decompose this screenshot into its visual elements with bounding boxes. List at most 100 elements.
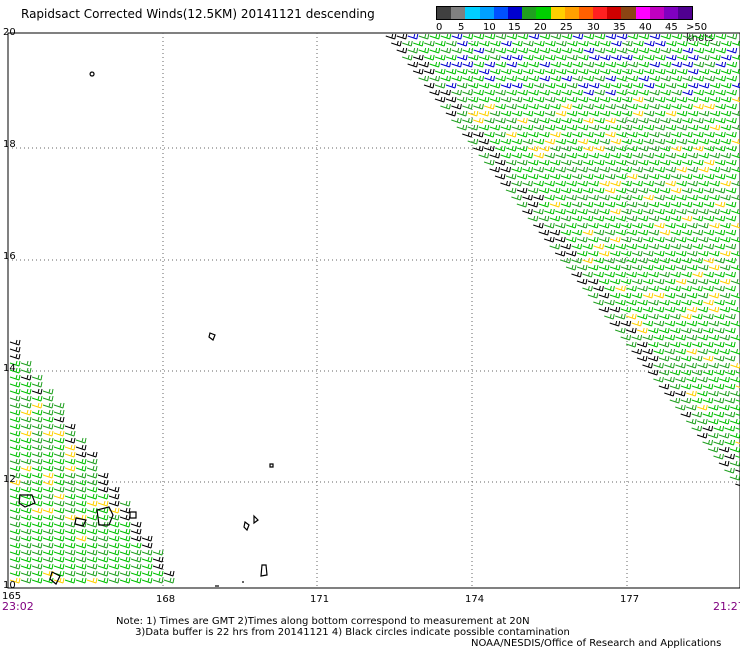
legend-swatch-10 xyxy=(578,7,594,19)
wind-barb xyxy=(478,152,490,159)
wind-barb xyxy=(687,152,699,159)
wind-barb xyxy=(588,68,600,75)
lat-label-12: 12 xyxy=(3,474,16,485)
wind-barb xyxy=(599,208,610,215)
wind-barb xyxy=(549,229,561,236)
wind-barb xyxy=(577,138,589,145)
wind-barb xyxy=(682,75,694,82)
wind-barb xyxy=(609,264,621,271)
wind-barb xyxy=(654,124,666,131)
wind-barb xyxy=(653,292,665,299)
wind-barb xyxy=(522,194,533,201)
wind-barb xyxy=(610,236,621,243)
wind-barb xyxy=(691,355,703,362)
wind-barb xyxy=(587,292,599,299)
wind-barb xyxy=(9,458,21,465)
wind-barb xyxy=(544,110,556,117)
legend-swatch-6 xyxy=(522,7,537,19)
wind-barb xyxy=(130,542,142,549)
wind-barb xyxy=(576,250,588,257)
wind-barb xyxy=(53,528,65,535)
wind-barb xyxy=(42,528,54,535)
wind-barb xyxy=(703,313,714,320)
wind-barb xyxy=(141,556,153,563)
wind-barb xyxy=(511,96,523,103)
wind-barb xyxy=(528,117,539,124)
wind-barb xyxy=(86,556,98,563)
wind-barb xyxy=(576,278,588,285)
wind-barb xyxy=(20,367,32,374)
wind-barb xyxy=(75,535,87,542)
wind-barb xyxy=(517,145,528,152)
wind-barb xyxy=(687,222,698,229)
wind-barb xyxy=(681,187,693,194)
wind-barb xyxy=(555,208,566,215)
wind-barb xyxy=(20,570,32,577)
wind-barb xyxy=(713,411,725,418)
wind-barb xyxy=(708,306,720,313)
wind-barb xyxy=(680,355,692,362)
wind-barb xyxy=(735,413,740,416)
wind-barb xyxy=(708,376,719,383)
wind-barb xyxy=(621,236,632,243)
wind-barb xyxy=(670,215,682,222)
wind-barb xyxy=(53,563,65,570)
wind-barb xyxy=(9,437,21,444)
wind-barb xyxy=(539,75,551,82)
wind-barb xyxy=(698,68,710,75)
wind-barb xyxy=(703,229,715,236)
wind-barb xyxy=(609,292,621,299)
wind-barb xyxy=(561,131,572,138)
wind-barb xyxy=(704,145,715,152)
wind-barb xyxy=(75,507,87,514)
wind-barb xyxy=(654,96,666,103)
wind-barb xyxy=(152,563,164,570)
wind-barb xyxy=(108,563,120,570)
wind-barb xyxy=(599,180,610,187)
wind-barb xyxy=(593,201,605,208)
wind-barb xyxy=(533,82,545,89)
wind-barb xyxy=(533,110,545,117)
wind-barb xyxy=(593,243,605,250)
wind-barb xyxy=(593,187,605,194)
wind-barb xyxy=(566,96,578,103)
wind-barb xyxy=(697,376,708,383)
wind-barb xyxy=(703,271,714,278)
wind-barb xyxy=(75,500,87,507)
island-outline xyxy=(208,332,216,341)
wind-barb xyxy=(671,145,682,152)
wind-barb xyxy=(20,556,32,563)
wind-barb xyxy=(577,166,589,173)
wind-barb xyxy=(511,138,523,145)
wind-barb xyxy=(440,61,452,68)
wind-barb xyxy=(714,327,725,334)
wind-barb xyxy=(686,264,698,271)
wind-barb xyxy=(720,124,732,131)
wind-barb xyxy=(698,152,710,159)
island-outline xyxy=(243,514,259,532)
wind-barb xyxy=(687,180,698,187)
wind-barb xyxy=(691,383,703,390)
wind-barb xyxy=(719,376,730,383)
wind-barb xyxy=(583,61,595,68)
wind-barb xyxy=(660,75,672,82)
wind-barb xyxy=(582,271,593,278)
wind-barb xyxy=(483,159,495,166)
wind-barb xyxy=(710,40,721,47)
wind-barb xyxy=(75,437,87,444)
lon-label-177: 177 xyxy=(620,594,640,605)
wind-barb xyxy=(53,549,65,556)
wind-barb xyxy=(64,458,76,465)
wind-barb xyxy=(693,61,705,68)
wind-barb xyxy=(462,89,473,96)
wind-barb xyxy=(692,187,704,194)
wind-barb xyxy=(702,439,714,446)
wind-barb xyxy=(729,432,740,439)
wind-barb xyxy=(141,563,153,570)
wind-barb xyxy=(424,40,435,47)
wind-barb xyxy=(637,299,648,306)
wind-barb xyxy=(75,528,87,535)
wind-barb xyxy=(715,47,727,54)
wind-barb xyxy=(119,542,131,549)
wind-barb xyxy=(528,103,539,110)
